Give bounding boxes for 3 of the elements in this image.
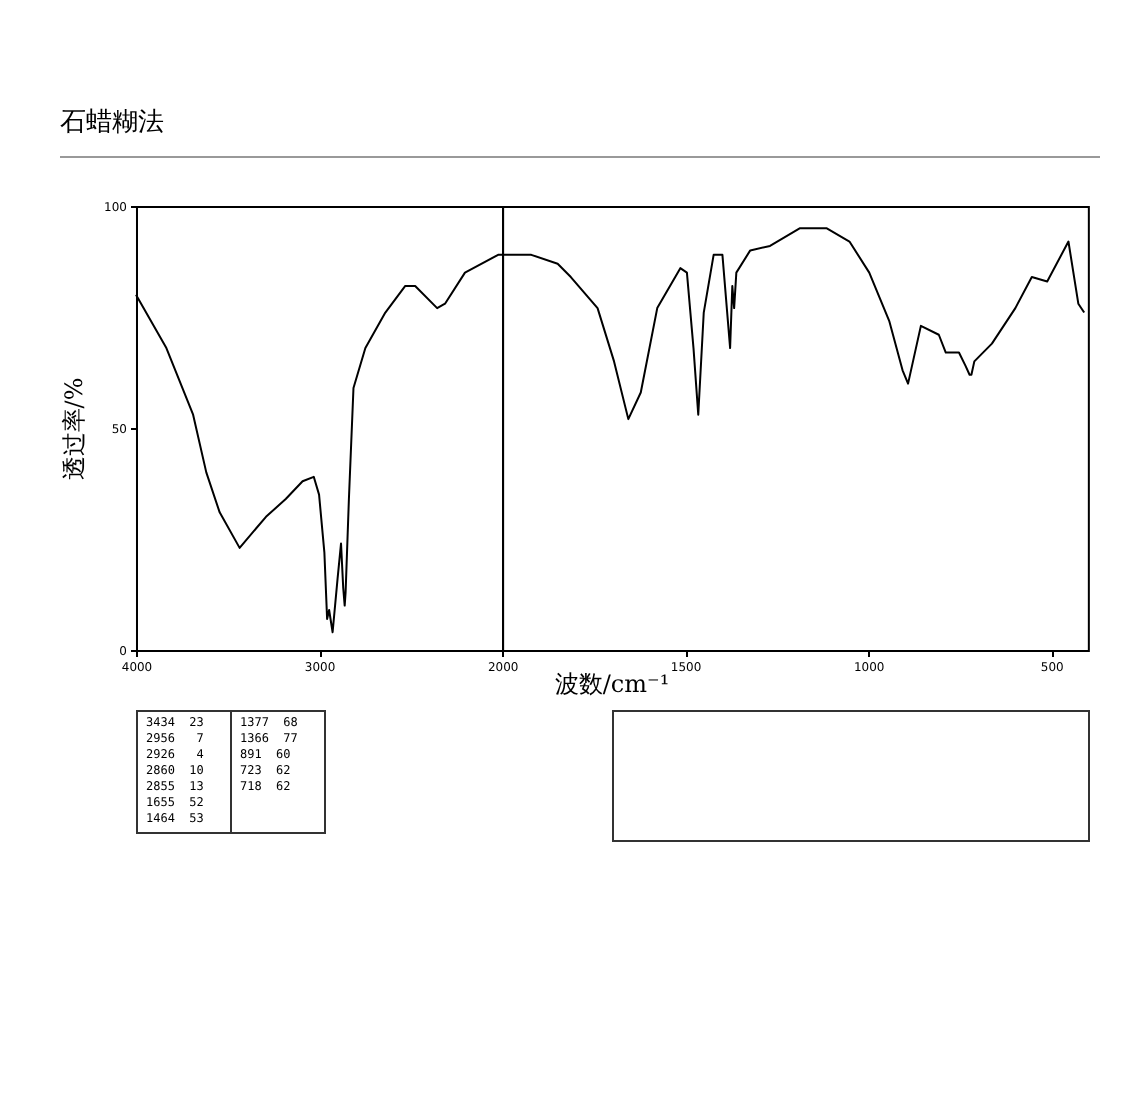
chart-title: 石蜡糊法 [60, 104, 1100, 158]
y-axis-title: 透过率/% [60, 377, 89, 481]
x-axis-title: 波数/cm⁻¹ [554, 670, 670, 698]
